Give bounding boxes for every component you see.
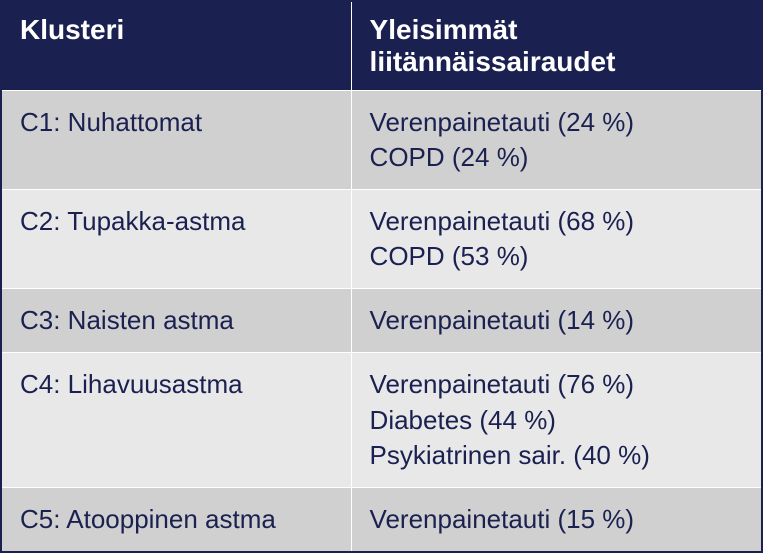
comorbidity-line: COPD (24 %) <box>370 140 743 175</box>
table-header-row: Klusteri Yleisimmät liitännäissairaudet <box>1 1 762 91</box>
comorbidity-line: Psykiatrinen sair. (40 %) <box>370 438 743 473</box>
header-comorbidities: Yleisimmät liitännäissairaudet <box>351 1 762 91</box>
comorbidity-line: COPD (53 %) <box>370 239 743 274</box>
comorbidity-line: Verenpainetauti (15 %) <box>370 502 743 537</box>
cell-cluster: C3: Naisten astma <box>1 289 351 353</box>
cell-cluster: C2: Tupakka-astma <box>1 190 351 289</box>
table-row: C5: Atooppinen astma Verenpainetauti (15… <box>1 487 762 552</box>
cell-cluster: C5: Atooppinen astma <box>1 487 351 552</box>
cell-comorbidities: Verenpainetauti (68 %) COPD (53 %) <box>351 190 762 289</box>
table-row: C3: Naisten astma Verenpainetauti (14 %) <box>1 289 762 353</box>
table-row: C2: Tupakka-astma Verenpainetauti (68 %)… <box>1 190 762 289</box>
table-row: C1: Nuhattomat Verenpainetauti (24 %) CO… <box>1 91 762 190</box>
header-cluster: Klusteri <box>1 1 351 91</box>
comorbidity-table: Klusteri Yleisimmät liitännäissairaudet … <box>0 0 763 553</box>
comorbidity-line: Verenpainetauti (14 %) <box>370 303 743 338</box>
cell-comorbidities: Verenpainetauti (24 %) COPD (24 %) <box>351 91 762 190</box>
cell-comorbidities: Verenpainetauti (76 %) Diabetes (44 %) P… <box>351 353 762 487</box>
comorbidity-line: Verenpainetauti (24 %) <box>370 105 743 140</box>
comorbidity-line: Verenpainetauti (76 %) <box>370 367 743 402</box>
table-row: C4: Lihavuusastma Verenpainetauti (76 %)… <box>1 353 762 487</box>
comorbidity-line: Diabetes (44 %) <box>370 403 743 438</box>
cell-cluster: C1: Nuhattomat <box>1 91 351 190</box>
cell-comorbidities: Verenpainetauti (14 %) <box>351 289 762 353</box>
cell-cluster: C4: Lihavuusastma <box>1 353 351 487</box>
cell-comorbidities: Verenpainetauti (15 %) <box>351 487 762 552</box>
comorbidity-line: Verenpainetauti (68 %) <box>370 204 743 239</box>
